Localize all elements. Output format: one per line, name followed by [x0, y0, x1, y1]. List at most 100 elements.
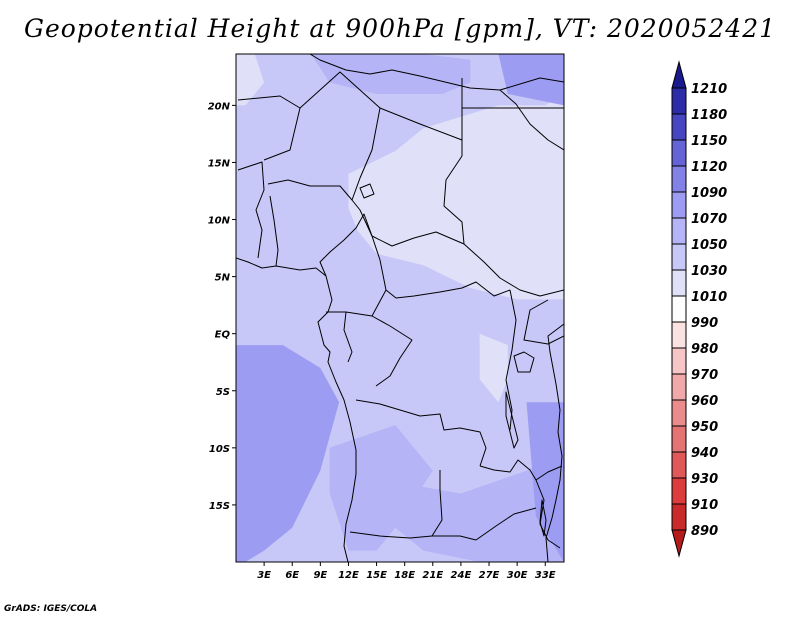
colorbar-label: 1010: [691, 290, 727, 305]
colorbar-box: [671, 503, 687, 531]
border-zambia-zimbabwe: [475, 507, 537, 541]
border-ghana-togo: [269, 195, 279, 267]
y-tick-label: 5S: [216, 387, 230, 398]
colorbar-box: [671, 399, 687, 427]
lake-chad: [359, 183, 375, 199]
colorbar-box: [671, 451, 687, 479]
border-tanzania-mozambique: [535, 465, 563, 481]
coastline-east-africa: [545, 323, 564, 562]
x-tick-label: 12E: [338, 570, 359, 581]
colorbar-box: [671, 139, 687, 167]
map-frame: [235, 53, 565, 563]
colorbar-box: [671, 217, 687, 245]
x-tick-label: 15E: [366, 570, 387, 581]
colorbar-box: [671, 295, 687, 323]
y-tick-label: 10S: [209, 444, 230, 455]
x-tick-label: 3E: [257, 570, 271, 581]
colorbar-label: 930: [691, 472, 718, 487]
x-tick-label: 27E: [479, 570, 500, 581]
x-tick-label: 18E: [394, 570, 415, 581]
red-sea-coast: [499, 89, 564, 151]
field-region-arabia-high: [498, 54, 564, 106]
y-tick-label: 10N: [208, 216, 231, 227]
y-tick-label: 15S: [209, 501, 230, 512]
x-tick-label: 21E: [422, 570, 443, 581]
y-tick-label: EQ: [215, 330, 231, 341]
colorbar-label: 940: [691, 446, 718, 461]
y-axis: 20N 15N 10N 5N EQ 5S 10S 15S: [208, 101, 236, 512]
colorbar-label: 1120: [691, 160, 727, 175]
border-drc-angola: [355, 399, 487, 467]
y-tick-label: 15N: [208, 158, 231, 169]
colorbar-box: [671, 191, 687, 219]
colorbar-label: 980: [691, 342, 718, 357]
x-tick-label: 24E: [451, 570, 472, 581]
field-region-rwanda-uganda: [479, 333, 508, 403]
colorbar-box: [671, 113, 687, 141]
colorbar-box: [671, 373, 687, 401]
colorbar-box: [671, 425, 687, 453]
border-mali-niger: [263, 107, 301, 161]
border-libya-chad: [379, 107, 463, 141]
coastline-west-africa: [236, 257, 357, 562]
colorbar-box: [671, 477, 687, 505]
border-nigeria-north: [267, 179, 373, 237]
coastline-north-africa: [309, 54, 564, 91]
border-chad-niger: [351, 107, 381, 201]
colorbar-label: 890: [691, 524, 718, 539]
colorbar-label: 1070: [691, 212, 727, 227]
field-region-angola-interior: [329, 425, 433, 551]
border-chad-sudan: [443, 155, 465, 245]
field-region-sahara-west: [236, 54, 265, 106]
field-region-libya-high: [311, 54, 471, 94]
colorbar-label: 950: [691, 420, 718, 435]
chart-title: Geopotential Height at 900hPa [gpm], VT:…: [23, 14, 777, 43]
colorbar-label: 1150: [691, 134, 727, 149]
y-tick-label: 5N: [215, 273, 231, 284]
border-west-sahel: [237, 161, 265, 259]
colorbar-label: 960: [691, 394, 718, 409]
colorbar-label: 1030: [691, 264, 727, 279]
colorbar-box: [671, 347, 687, 375]
country-borders: [236, 54, 564, 562]
colorbar-label: 1210: [691, 82, 727, 97]
colorbar: 890 910 930 940 950 960 970 980 990 1010 1030 1050 1…: [671, 60, 727, 558]
grads-credit: GrADS: IGES/COLA: [4, 604, 98, 614]
field-region-east-coast-high: [526, 402, 564, 562]
border-nigeria-cameroon: [319, 213, 387, 291]
x-tick-label: 33E: [535, 570, 556, 581]
border-chad-car: [371, 231, 465, 247]
colorbar-box: [671, 321, 687, 349]
border-mozambique-malawi: [535, 479, 561, 549]
border-congo-drc: [371, 315, 413, 387]
colorbar-label: 970: [691, 368, 718, 383]
lake-tanganyika: [505, 391, 519, 449]
border-angola-zambia: [431, 470, 443, 537]
x-tick-label: 9E: [313, 570, 327, 581]
colorbar-box: [671, 269, 687, 297]
border-sudan-ss: [463, 243, 564, 297]
field-region-sahel-chad-sudan: [348, 94, 564, 300]
field-region-south-atlantic: [236, 345, 340, 562]
x-tick-label: 30E: [507, 570, 528, 581]
colorbar-label: 1050: [691, 238, 727, 253]
colorbar-label: 1180: [691, 108, 727, 123]
y-tick-label: 20N: [208, 101, 231, 112]
x-tick-label: 6E: [285, 570, 299, 581]
colorbar-bottom-arrow: [671, 529, 687, 558]
height-field: [236, 54, 564, 562]
field-region-zambia-south: [395, 447, 564, 562]
lake-malawi: [539, 499, 547, 537]
border-car-drc: [385, 281, 511, 299]
border-kenya: [523, 299, 564, 345]
x-axis: 3E 6E 9E 12E 15E 18E 21E 24E 27E 30E 33E: [257, 562, 556, 581]
colorbar-label: 990: [691, 316, 718, 331]
colorbar-label: 910: [691, 498, 718, 513]
lake-victoria: [513, 351, 535, 373]
colorbar-box: [671, 243, 687, 271]
colorbar-box: [671, 165, 687, 193]
colorbar-label: 1090: [691, 186, 727, 201]
border-gabon-congo: [343, 311, 353, 363]
border-cameroon-gabon: [326, 289, 387, 317]
